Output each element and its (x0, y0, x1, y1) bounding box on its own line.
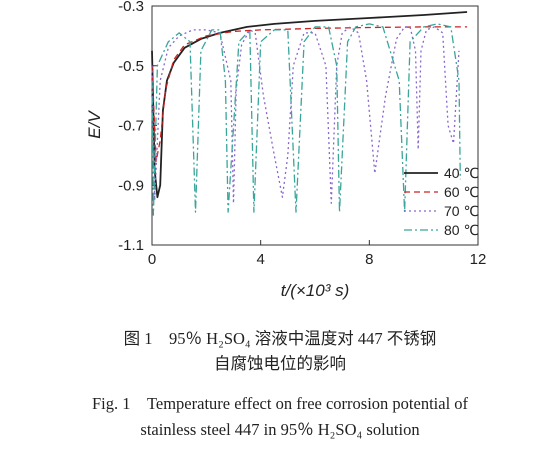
x-tick-label: 4 (256, 251, 264, 268)
legend-label: 70 ℃ (444, 203, 479, 219)
line-chart: -0.3 -0.5 -0.7 -0.9 -1.10 4 8 12 40 ℃ 60 ℃ 70 ℃ 80… (85, 0, 487, 300)
series-line-0 (151, 11, 468, 199)
y-tick-label: -1.1 (118, 237, 144, 254)
plot-frame (151, 5, 479, 246)
x-axis-label: t/(×10³ s) (281, 281, 350, 300)
caption-zh-line-2: 自腐蚀电位的影响 (214, 354, 346, 373)
x-tick-label: 0 (148, 251, 156, 268)
y-tick-label: -0.3 (118, 0, 144, 15)
y-axis-label: E/V (85, 110, 104, 139)
x-tick-label: 12 (470, 251, 487, 268)
legend-label: 60 ℃ (444, 184, 479, 200)
series-line-3 (151, 23, 461, 216)
series-line-2 (151, 26, 460, 204)
y-tick-label: -0.9 (118, 177, 144, 194)
legend-label: 40 ℃ (444, 165, 479, 181)
caption-zh-line-1: 图 1 95％ H₂SO₄ 溶液中温度对 447 不锈钢 (123, 329, 437, 348)
legend-label: 80 ℃ (444, 222, 479, 238)
caption-en-line-2: stainless steel 447 in 95％ H₂SO₄ solutio… (140, 420, 420, 439)
x-tick-label: 8 (365, 251, 373, 268)
y-tick-label: -0.5 (118, 58, 144, 75)
caption-en-line-1: Fig. 1 Temperature effect on free corros… (91, 394, 469, 413)
y-tick-label: -0.7 (118, 118, 144, 135)
series-line-1 (151, 26, 468, 162)
